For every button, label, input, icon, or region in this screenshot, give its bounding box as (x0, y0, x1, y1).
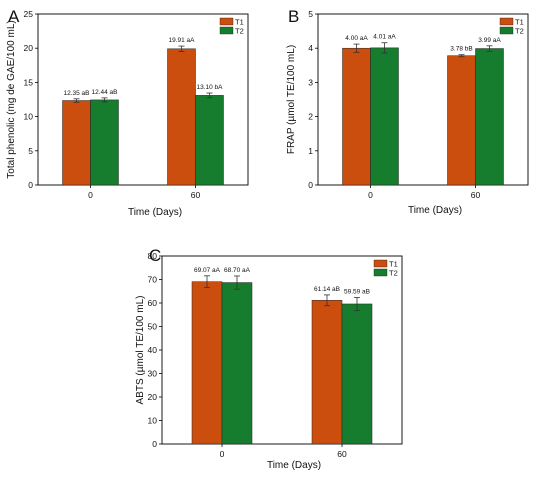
chart-panel-b: B 0 1 2 3 4 5 0 4.00 aA 4.01 aA 60 3.78 bB 3.99 aA Ti… (286, 7, 529, 216)
legend-label: T1 (235, 18, 244, 27)
bar-t2-day-60 (195, 95, 224, 186)
data-label: 12.44 aB (91, 89, 117, 96)
bar-t1-day-60 (447, 55, 476, 186)
y-tick-label: 0 (152, 439, 157, 449)
chart-panel-c: C 0 10 20 30 40 50 60 70 80 0 69.07 aA 68.70 aA 60 61.… (135, 246, 403, 471)
y-tick-label: 1 (308, 146, 313, 156)
plot-frame (37, 13, 249, 186)
bar-t1-day-0 (62, 100, 91, 186)
y-tick-label: 80 (148, 251, 158, 261)
plot-frame (317, 13, 529, 186)
data-label: 3.99 aA (478, 37, 501, 44)
legend-label: T2 (389, 269, 398, 278)
y-tick-label: 5 (308, 9, 313, 19)
legend-label: T1 (515, 18, 524, 27)
y-tick-label: 0 (28, 180, 33, 190)
y-tick-label: 4 (308, 43, 313, 53)
y-tick-label: 5 (28, 146, 33, 156)
y-tick-label: 3 (308, 77, 313, 87)
bar-t2-day-0 (90, 99, 119, 186)
data-label: 4.00 aA (345, 35, 368, 42)
bar-t2-day-0 (221, 282, 253, 445)
y-tick-label: 70 (148, 275, 158, 285)
data-label: 61.14 aB (314, 286, 340, 293)
legend-label: T2 (515, 27, 524, 36)
data-label: 19.91 aA (168, 37, 195, 44)
data-label: 12.35 aB (63, 90, 89, 97)
data-label: 69.07 aA (194, 267, 221, 274)
bar-t2-day-60 (475, 48, 504, 186)
x-tick-label: 60 (471, 190, 481, 200)
x-axis-label: Time (Days) (408, 205, 462, 216)
y-tick-label: 20 (148, 392, 158, 402)
x-tick-label: 60 (191, 190, 201, 200)
data-label: 59.59 aB (344, 288, 370, 295)
x-tick-label: 60 (337, 449, 347, 459)
data-label: 4.01 aA (373, 34, 396, 41)
bar-t1-day-0 (191, 281, 223, 445)
y-tick-label: 2 (308, 112, 313, 122)
x-axis-label: Time (Days) (128, 207, 182, 218)
legend-swatch-t1 (219, 17, 234, 26)
y-tick-label: 60 (148, 298, 158, 308)
y-axis-label: FRAP (µmol TE/100 mL) (286, 45, 297, 154)
data-label: 68.70 aA (224, 267, 251, 274)
panel-letter: B (288, 7, 299, 26)
y-axis-label: Total phenolic (mg de GAE/100 mL) (6, 20, 17, 178)
y-tick-label: 10 (24, 112, 34, 122)
bar-t1-day-60 (311, 300, 343, 445)
x-tick-label: 0 (368, 190, 373, 200)
y-tick-label: 15 (24, 77, 34, 87)
y-axis-label: ABTS (µmol TE/100 mL) (135, 296, 146, 405)
y-tick-label: 0 (308, 180, 313, 190)
legend-swatch-t2 (373, 268, 388, 277)
panel-letter: A (8, 7, 20, 26)
data-label: 13.10 bA (196, 84, 223, 91)
y-tick-label: 30 (148, 369, 158, 379)
bar-t2-day-60 (341, 303, 373, 445)
y-tick-label: 40 (148, 345, 158, 355)
legend-swatch-t1 (373, 259, 388, 268)
legend-label: T1 (389, 260, 398, 269)
chart-panel-a: A 0 5 10 15 20 25 0 12.35 aB 12.44 aB 60 19.91 aA 13… (6, 7, 249, 218)
legend-swatch-t1 (499, 17, 514, 26)
y-tick-label: 50 (148, 322, 158, 332)
y-tick-label: 20 (24, 43, 34, 53)
bar-t1-day-0 (342, 47, 371, 186)
legend-swatch-t2 (219, 26, 234, 35)
x-axis-label: Time (Days) (267, 460, 321, 471)
y-tick-label: 10 (148, 416, 158, 426)
legend-label: T2 (235, 27, 244, 36)
bar-t1-day-60 (167, 48, 196, 186)
panel-letter: C (149, 246, 161, 265)
y-tick-label: 25 (24, 9, 34, 19)
bar-t2-day-0 (370, 47, 399, 186)
x-tick-label: 0 (220, 449, 225, 459)
legend-swatch-t2 (499, 26, 514, 35)
x-tick-label: 0 (88, 190, 93, 200)
data-label: 3.78 bB (450, 46, 472, 53)
